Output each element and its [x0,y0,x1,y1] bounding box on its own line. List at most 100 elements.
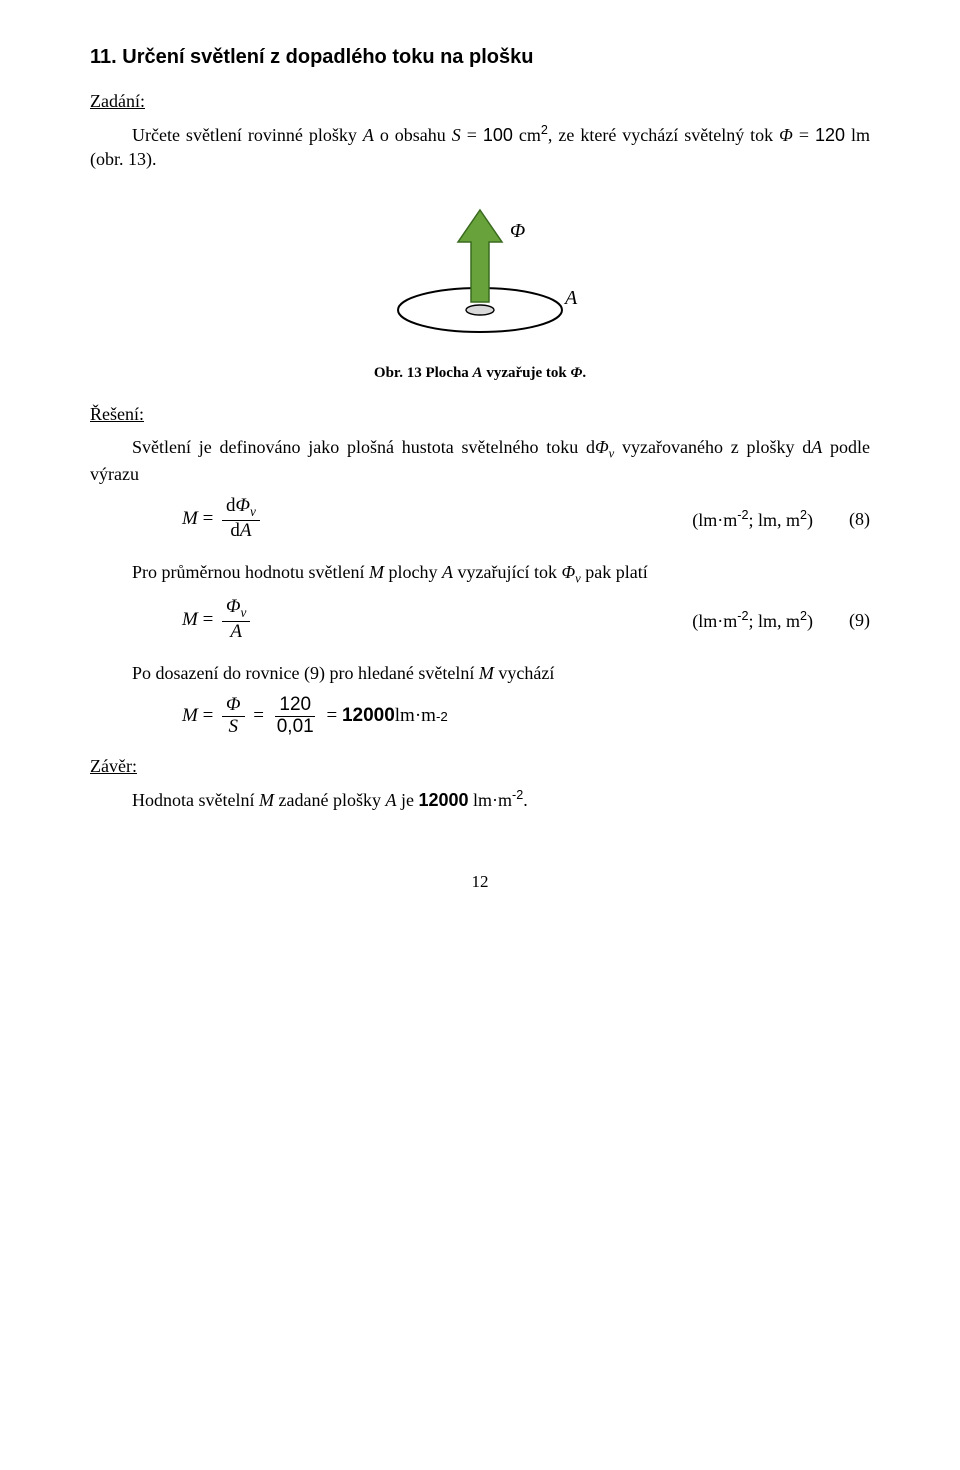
text: , ze které vychází světelný tok [548,125,779,145]
zaver-text: Hodnota světelní M zadané plošky A je 12… [90,787,870,812]
text: d [230,520,240,541]
text: plochy [384,562,442,582]
frac-top: 120 [275,695,315,717]
ellipse-inner [466,305,494,315]
eq-body: M = Φ S = 120 0,01 = 12000 lm·m-2 [182,695,448,738]
reseni-text: Světlení je definováno jako plošná husto… [90,435,870,487]
text: ) [807,510,813,530]
eq-body: M = Φv A [182,597,254,642]
text: Obr. 13 Plocha [374,365,473,381]
text: vyzařující tok [453,562,561,582]
eq-units: (lm·m-2; lm, m2) [692,609,849,632]
sym-A: A [811,437,822,457]
frac-top: Φv [222,597,250,621]
page-number: 12 [90,872,870,892]
value-S: 100 [483,125,513,145]
text: lm·m [395,705,436,727]
text: Světlení je definováno jako plošná husto… [132,437,595,457]
sym-Phi: Φ [226,694,240,715]
figure-label-A: A [563,287,578,309]
sym-A: A [363,125,374,145]
text: Pro průměrnou hodnotu světlení [132,562,369,582]
sup-neg2: -2 [737,508,748,522]
sym-S: S [452,125,461,145]
sym-M: M [479,663,494,683]
eq-eq: = [198,705,218,727]
eq-number: (8) [849,509,870,530]
text: Po dosazení do rovnice (9) pro hledané s… [132,663,479,683]
text: ; lm, m [748,611,800,631]
figure-svg: Φ A [370,202,590,342]
text: lm·m [469,790,513,810]
sym-Phi: Φ [561,562,575,582]
sub-v: v [250,504,256,519]
frac-top: Φ [222,695,244,717]
fraction: Φv A [222,597,250,642]
equation-9: M = Φv A (lm·m-2; lm, m2) (9) [90,597,870,642]
figure-label-phi: Φ [510,220,525,242]
text: pak platí [581,562,648,582]
section-heading: 11. Určení světlení z dopadlého toku na … [90,46,870,69]
sym-Phi: Φ [779,125,793,145]
frac-bot: 0,01 [273,717,318,738]
reseni-label: Řešení: [90,404,870,425]
text: vyzařovaného z plošky d [614,437,811,457]
sym-M: M [182,609,198,631]
text: ; lm, m [748,510,800,530]
figure-caption: Obr. 13 Plocha A vyzařuje tok Φ. [90,365,870,382]
equation-8: M = dΦv dA (lm·m-2; lm, m2) (8) [90,496,870,541]
sym-Phi: Φ [595,437,609,457]
fraction-1: Φ S [222,695,244,738]
mid-text: Pro průměrnou hodnotu světlení M plochy … [90,560,870,588]
eq-eq3: = [322,705,342,727]
sub-v: v [241,605,247,620]
sym-Phi: Φ [226,596,240,617]
text: . [523,790,528,810]
text: zadané plošky [274,790,385,810]
sym-A: A [442,562,453,582]
sym-M: M [369,562,384,582]
text: Určete světlení rovinné plošky [132,125,363,145]
text: vyzařuje tok [483,365,571,381]
text: . [582,365,586,381]
eq-eq: = [198,508,218,530]
sym-A: A [230,621,242,642]
sup-neg2: -2 [737,609,748,623]
sym-Phi: Φ [570,365,582,381]
eq-eq: = [198,609,218,631]
sym-Phi: Φ [236,495,250,516]
sym-M: M [182,508,198,530]
text: je [396,790,418,810]
sup-2: 2 [800,609,807,623]
text: = [793,125,815,145]
zadani-label: Zadání: [90,91,870,112]
eq-units: (lm·m-2; lm, m2) [692,508,849,531]
value-Phi: 120 [815,125,845,145]
text: o obsahu [374,125,452,145]
sup-2: 2 [800,508,807,522]
text: (lm·m [692,611,737,631]
frac-bot: dA [226,521,255,542]
equation-result: M = Φ S = 120 0,01 = 12000 lm·m-2 [90,695,870,738]
sup-neg2: -2 [512,788,523,802]
after-eq9-text: Po dosazení do rovnice (9) pro hledané s… [90,661,870,685]
sym-A: A [385,790,396,810]
result-value: 12000 [418,790,468,810]
eq-number: (9) [849,610,870,631]
fraction-2: 120 0,01 [273,695,318,738]
text: cm [513,125,541,145]
result-value: 12000 [342,705,395,727]
sup-neg2: -2 [436,709,448,724]
sym-S: S [229,716,239,737]
text: Hodnota světelní [132,790,259,810]
frac-bot: S [225,717,243,738]
text: d [226,495,236,516]
sym-A: A [240,520,252,541]
eq-body: M = dΦv dA [182,496,264,541]
sym-M: M [259,790,274,810]
zaver-label: Závěr: [90,756,870,777]
fraction: dΦv dA [222,496,260,541]
frac-bot: A [226,622,246,643]
sym-A: A [473,365,483,381]
page: 11. Určení světlení z dopadlého toku na … [0,0,960,922]
